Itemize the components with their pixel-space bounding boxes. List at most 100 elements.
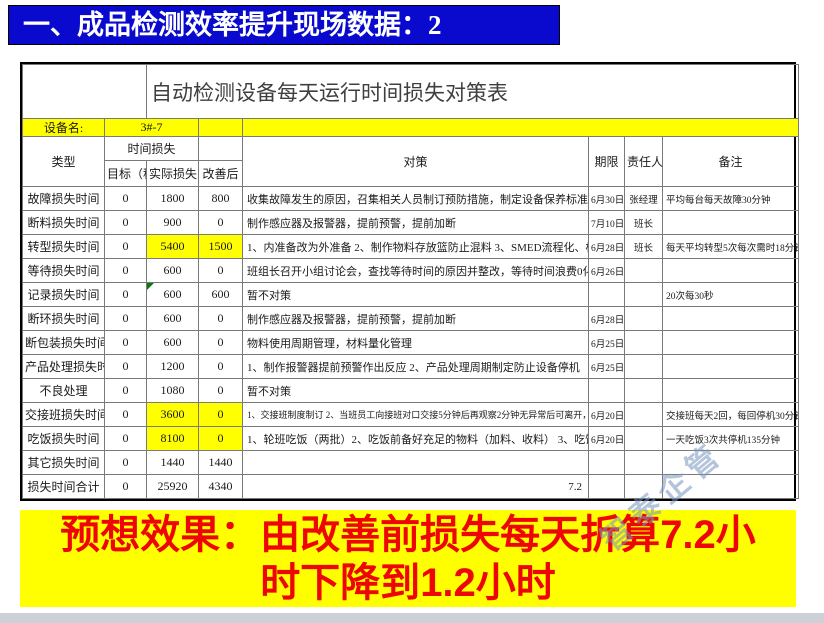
- cell-owner: [624, 426, 663, 451]
- cell-countermeasure: 1、制作报警器提前预警作出反应 2、产品处理周期制定防止设备停机: [242, 354, 589, 379]
- table-row: 其它损失时间 0 1440 1440: [22, 450, 800, 475]
- table-row: 断包装损失时间 0 600 0 物料使用周期管理，材料量化管理 6月25日: [22, 330, 800, 355]
- header-empty-cell: [198, 136, 243, 161]
- device-empty-cell: [198, 118, 243, 137]
- table-row: 不良处理 0 1080 0 暂不对策: [22, 378, 800, 403]
- cell-deadline: [588, 282, 625, 307]
- result-value-before: 7.2: [660, 513, 716, 557]
- cell-after-improvement: 0: [198, 210, 243, 235]
- cell-loss-type: 产品处理损失时间: [22, 354, 105, 379]
- cell-note: [661, 354, 800, 379]
- table-row: 记录损失时间 0 600 600 暂不对策 20次每30秒: [22, 282, 800, 307]
- result-banner: 预想效果：由改善前损失每天折算7.2小 时下降到1.2小时: [20, 510, 796, 607]
- cell-loss-type: 记录损失时间: [22, 282, 105, 307]
- cell-owner: [624, 306, 663, 331]
- cell-owner: [624, 330, 663, 355]
- cell-countermeasure: 暂不对策: [242, 378, 589, 403]
- cell-deadline: [588, 450, 625, 475]
- cell-owner: [624, 354, 663, 379]
- cell-owner: 张经理: [624, 186, 663, 211]
- device-value: 3#-7: [104, 118, 199, 137]
- cell-owner: [624, 282, 663, 307]
- result-line1-pre: 预想效果：由改善前损失每天折算: [60, 512, 661, 557]
- cell-loss-type: 交接班损失时间: [22, 402, 105, 427]
- cell-loss-type: 断环损失时间: [22, 306, 105, 331]
- cell-countermeasure: 1、内准备改为外准备 2、制作物料存放篮防止混料 3、SMED流程化、标准化: [242, 234, 589, 259]
- cell-loss-type: 不良处理: [22, 378, 105, 403]
- cell-loss-type: 损失时间合计: [22, 474, 105, 499]
- cell-after-improvement: 1440: [198, 450, 243, 475]
- cell-note: [661, 474, 800, 499]
- table-body: 故障损失时间 0 1800 800 收集故障发生的原因，召集相关人员制订预防措施…: [22, 186, 800, 499]
- cell-after-improvement: 0: [198, 306, 243, 331]
- cell-actual-loss: 25920: [146, 474, 199, 499]
- cell-actual-loss: 3600: [146, 402, 199, 427]
- cell-deadline: [588, 378, 625, 403]
- cell-note: 20次每30秒: [661, 282, 800, 307]
- title-spacer-cell: [22, 64, 147, 119]
- cell-target-seconds: 0: [104, 210, 147, 235]
- cell-deadline: 6月20日: [588, 402, 625, 427]
- cell-owner: [624, 474, 663, 499]
- cell-loss-type: 断包装损失时间: [22, 330, 105, 355]
- result-line2-pre: 时下降到: [260, 560, 421, 605]
- cell-owner: [624, 258, 663, 283]
- cell-countermeasure: 收集故障发生的原因，召集相关人员制订预防措施，制定设备保养标准: [242, 186, 589, 211]
- cell-target-seconds: 0: [104, 282, 147, 307]
- cell-actual-loss: 900: [146, 210, 199, 235]
- cell-countermeasure: [242, 450, 589, 475]
- cell-actual-loss: 5400: [146, 234, 199, 259]
- col-header-measure: 对策: [242, 136, 589, 187]
- cell-after-improvement: 0: [198, 330, 243, 355]
- header-row-2: 目标（秒） 实际损失 改善后: [23, 160, 799, 187]
- cell-target-seconds: 0: [104, 330, 147, 355]
- result-line2-post: 小时: [475, 560, 556, 605]
- cell-deadline: 6月25日: [588, 354, 625, 379]
- cell-owner: 班长: [624, 210, 663, 235]
- table-title: 自动检测设备每天运行时间损失对策表: [145, 64, 800, 119]
- cell-note: [661, 330, 800, 355]
- device-empty-cell: [241, 118, 800, 137]
- table-row: 转型损失时间 0 5400 1500 1、内准备改为外准备 2、制作物料存放篮防…: [22, 234, 800, 259]
- cell-note: 每天平均转型5次每次需时18分钟: [661, 234, 800, 259]
- cell-owner: 班长: [624, 234, 663, 259]
- cell-note: 平均每台每天故障30分钟: [661, 186, 800, 211]
- table-row: 吃饭损失时间 0 8100 0 1、轮班吃饭（两批）2、吃饭前备好充足的物料（加…: [22, 426, 800, 451]
- device-row: 设备名: 3#-7: [22, 118, 800, 137]
- cell-note: [661, 306, 800, 331]
- cell-target-seconds: 0: [104, 258, 147, 283]
- cell-after-improvement: 0: [198, 426, 243, 451]
- slide-title-banner: 一、成品检测效率提升现场数据：2: [8, 5, 560, 45]
- cell-owner: [624, 378, 663, 403]
- cell-actual-loss: 600: [146, 330, 199, 355]
- cell-loss-type: 吃饭损失时间: [22, 426, 105, 451]
- cell-actual-loss: 1200: [146, 354, 199, 379]
- cell-deadline: 6月25日: [588, 330, 625, 355]
- cell-loss-type: 转型损失时间: [22, 234, 105, 259]
- cell-deadline: 6月28日: [588, 234, 625, 259]
- col-header-type: 类型: [22, 136, 105, 187]
- device-label: 设备名:: [22, 118, 105, 137]
- result-line1-post: 小: [715, 512, 756, 557]
- table-row: 断环损失时间 0 600 0 制作感应器及报警器，提前预警，提前加断 6月28日: [22, 306, 800, 331]
- data-table: 自动检测设备每天运行时间损失对策表 设备名: 3#-7 类型 时间损失 对策 期…: [22, 64, 800, 499]
- cell-deadline: 7月10日: [588, 210, 625, 235]
- cell-countermeasure: 7.2: [242, 474, 589, 499]
- loss-countermeasure-table: 自动检测设备每天运行时间损失对策表 设备名: 3#-7 类型 时间损失 对策 期…: [20, 62, 800, 501]
- col-header-improved: 改善后: [198, 160, 243, 187]
- cell-after-improvement: 0: [198, 378, 243, 403]
- cell-after-improvement: 4340: [198, 474, 243, 499]
- cell-deadline: 6月28日: [588, 306, 625, 331]
- cell-actual-loss: 600: [146, 258, 199, 283]
- table-row: 故障损失时间 0 1800 800 收集故障发生的原因，召集相关人员制订预防措施…: [22, 186, 800, 211]
- cell-note: 一天吃饭3次共停机135分钟: [661, 426, 800, 451]
- cell-after-improvement: 0: [198, 402, 243, 427]
- cell-target-seconds: 0: [104, 186, 147, 211]
- cell-countermeasure: 暂不对策: [242, 282, 589, 307]
- header-row-1: 类型 时间损失 对策 期限 责任人 备注: [22, 136, 800, 187]
- table-row: 断料损失时间 0 900 0 制作感应器及报警器，提前预警，提前加断 7月10日…: [22, 210, 800, 235]
- cell-countermeasure: 1、轮班吃饭（两批）2、吃饭前备好充足的物料（加料、收料） 3、吃饭顺序轮换: [242, 426, 589, 451]
- cell-countermeasure: 1、交接班制度制订 2、当班员工向接班对口交接5分钟后再观察2分钟无异常后可离开…: [242, 402, 589, 427]
- cell-after-improvement: 1500: [198, 234, 243, 259]
- cell-countermeasure: 物料使用周期管理，材料量化管理: [242, 330, 589, 355]
